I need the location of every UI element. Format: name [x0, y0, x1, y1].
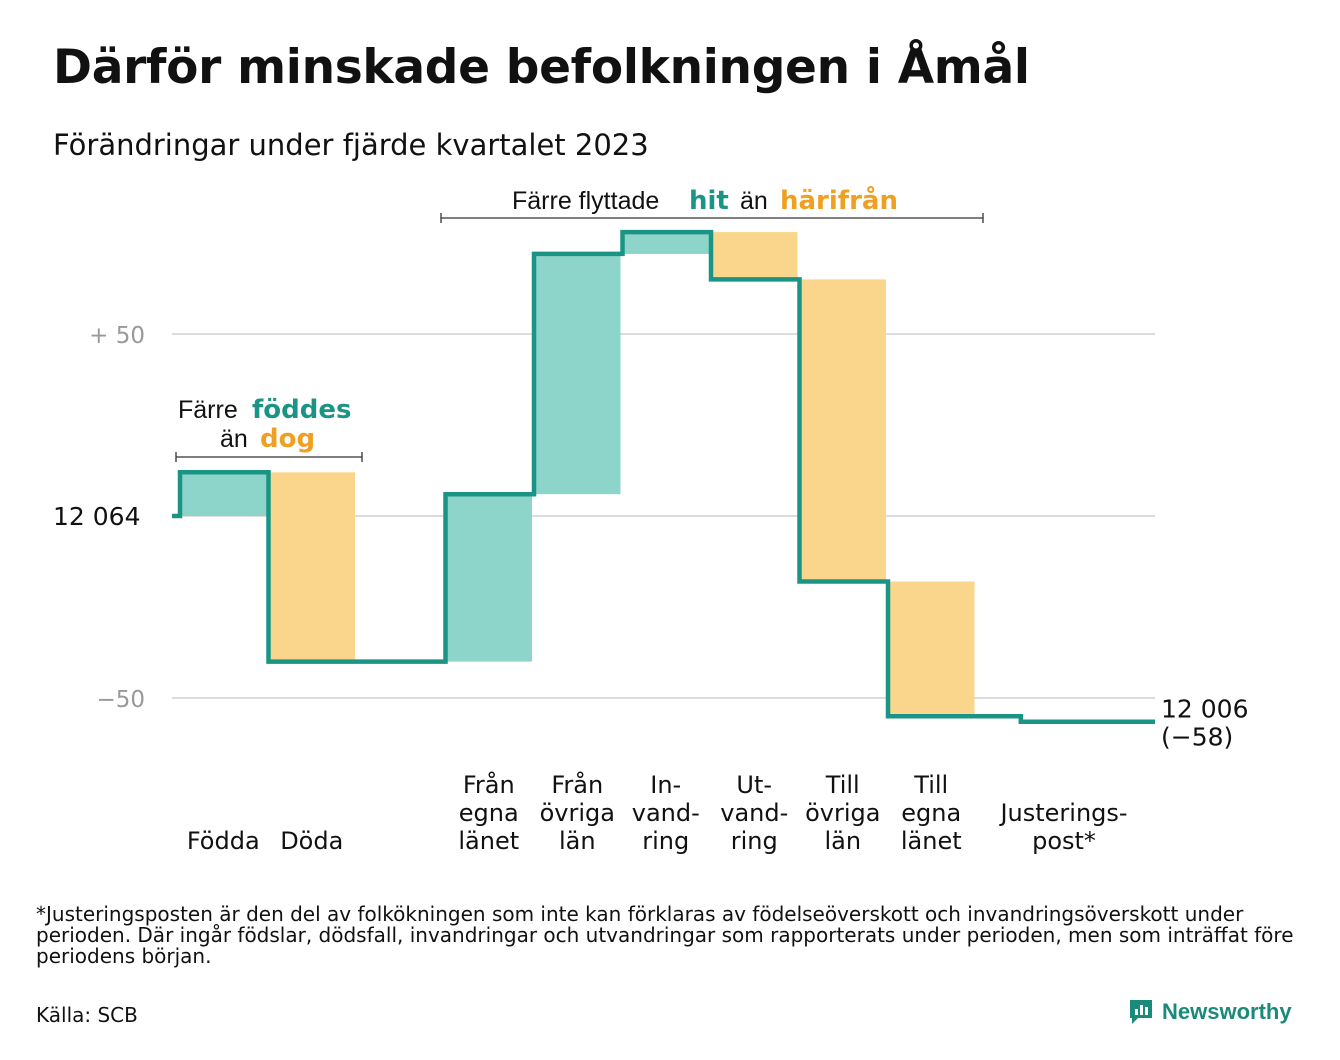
brand-logo: Newsworthy: [1128, 998, 1292, 1026]
x-category-label: ring: [731, 827, 778, 855]
waterfall-bar: [534, 253, 621, 495]
x-category-label: ring: [642, 827, 689, 855]
chart-subtitle: Förändringar under fjärde kvartalet 2023: [53, 128, 649, 162]
x-category-label: Till: [825, 771, 860, 799]
x-category-label: egna: [901, 799, 961, 827]
x-category-label: länet: [901, 827, 962, 855]
y-tick-label: −50: [96, 687, 145, 713]
x-category-label: län: [824, 827, 861, 855]
annotation-highlight-born: föddes: [252, 395, 352, 425]
x-category-label: Döda: [280, 827, 343, 855]
waterfall-bar: [711, 232, 798, 280]
running-total-line: [172, 229, 1155, 724]
x-category-label: In-: [650, 771, 681, 799]
x-category-label: Från: [551, 770, 603, 799]
x-category-label: Ut-: [736, 771, 772, 799]
annotation-middle: än: [740, 187, 768, 215]
y-tick-label: + 50: [89, 323, 145, 349]
x-category-label: vand-: [632, 799, 700, 827]
waterfall-bar: [268, 472, 355, 662]
end-change-label: (−58): [1161, 723, 1233, 752]
waterfall-bar: [180, 472, 267, 516]
annotation-highlight-moved-out: härifrån: [780, 184, 898, 216]
annotation-highlight-moved-in: hit: [689, 186, 729, 216]
source-text: Källa: SCB: [36, 1003, 138, 1027]
x-category-label: post*: [1032, 827, 1096, 855]
x-category-label: Justerings-: [998, 799, 1127, 827]
x-category-label: länet: [458, 827, 519, 855]
waterfall-bar: [445, 494, 532, 662]
annotation-prefix: Färre: [178, 396, 238, 424]
x-category-label: egna: [459, 799, 519, 827]
x-category-label: övriga: [540, 799, 615, 827]
newsworthy-logo-icon: [1130, 1000, 1152, 1024]
waterfall-bar: [888, 581, 975, 717]
end-value-label: 12 006: [1161, 695, 1248, 724]
brand-name: Newsworthy: [1162, 999, 1292, 1024]
x-category-label: Från: [463, 770, 515, 799]
x-category-label: vand-: [720, 799, 788, 827]
annotation-highlight-died: dog: [260, 424, 315, 454]
x-category-label: Till: [913, 771, 948, 799]
annotation-middle: än: [220, 425, 248, 453]
annotation-prefix: Färre flyttade: [512, 187, 659, 215]
x-category-label: Födda: [187, 827, 260, 855]
x-category-label: övriga: [805, 799, 880, 827]
x-category-label: län: [559, 827, 596, 855]
footnote: *Justeringsposten är den del av folkökni…: [36, 902, 1294, 968]
waterfall-bar: [622, 232, 709, 254]
y-tick-label: 12 064: [53, 502, 140, 531]
waterfall-bar: [799, 279, 886, 582]
chart-title: Därför minskade befolkningen i Åmål: [53, 40, 1030, 95]
